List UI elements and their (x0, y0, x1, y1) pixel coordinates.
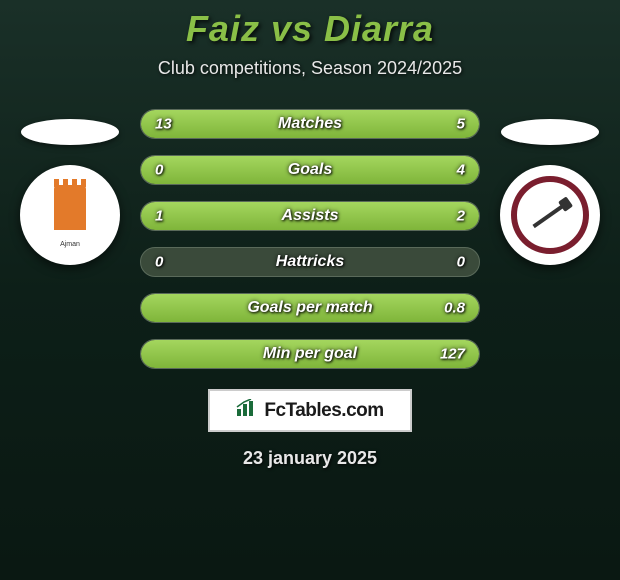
stat-value-left: 0 (155, 254, 163, 271)
sword-icon (532, 202, 567, 228)
stat-value-right: 4 (457, 162, 465, 179)
stat-label: Matches (278, 115, 342, 133)
stat-value-right: 5 (457, 116, 465, 133)
stat-label: Goals per match (247, 299, 372, 317)
stat-bar: 13 Matches 5 (140, 109, 480, 139)
right-player-col (500, 109, 600, 265)
stat-bar: Goals per match 0.8 (140, 293, 480, 323)
stat-value-right: 127 (440, 346, 465, 363)
root-container: Faiz vs Diarra Club competitions, Season… (0, 0, 620, 580)
stat-value-left: 0 (155, 162, 163, 179)
brand-text: FcTables.com (264, 400, 383, 422)
left-club-logo: Ajman (20, 165, 120, 265)
alwahda-logo-graphic (511, 176, 589, 254)
stat-value-right: 0 (457, 254, 465, 271)
page-title: Faiz vs Diarra (186, 8, 434, 50)
stat-label: Hattricks (276, 253, 344, 271)
left-flag-oval (21, 119, 119, 145)
stat-label: Min per goal (263, 345, 357, 363)
stat-value-right: 2 (457, 208, 465, 225)
stat-fill-left (141, 110, 384, 138)
chart-icon (236, 399, 258, 422)
ajman-logo-graphic: Ajman (35, 180, 105, 250)
stat-label: Assists (282, 207, 339, 225)
subtitle: Club competitions, Season 2024/2025 (158, 58, 462, 79)
left-logo-text: Ajman (35, 241, 105, 248)
stat-value-left: 13 (155, 116, 172, 133)
tower-icon (54, 185, 86, 230)
stat-value-left: 1 (155, 208, 163, 225)
left-player-col: Ajman (20, 109, 120, 265)
comparison-area: Ajman 13 Matches 5 0 Goals 4 1 Assists 2 0 Hattric… (0, 109, 620, 369)
stat-bar: 1 Assists 2 (140, 201, 480, 231)
right-flag-oval (501, 119, 599, 145)
stats-column: 13 Matches 5 0 Goals 4 1 Assists 2 0 Hattricks 0 Goa… (140, 109, 480, 369)
stat-value-right: 0.8 (444, 300, 465, 317)
stat-bar: 0 Hattricks 0 (140, 247, 480, 277)
right-club-logo (500, 165, 600, 265)
brand-badge[interactable]: FcTables.com (208, 389, 411, 432)
stat-label: Goals (288, 161, 332, 179)
stat-bar: 0 Goals 4 (140, 155, 480, 185)
footer-date: 23 january 2025 (243, 448, 377, 469)
stat-bar: Min per goal 127 (140, 339, 480, 369)
